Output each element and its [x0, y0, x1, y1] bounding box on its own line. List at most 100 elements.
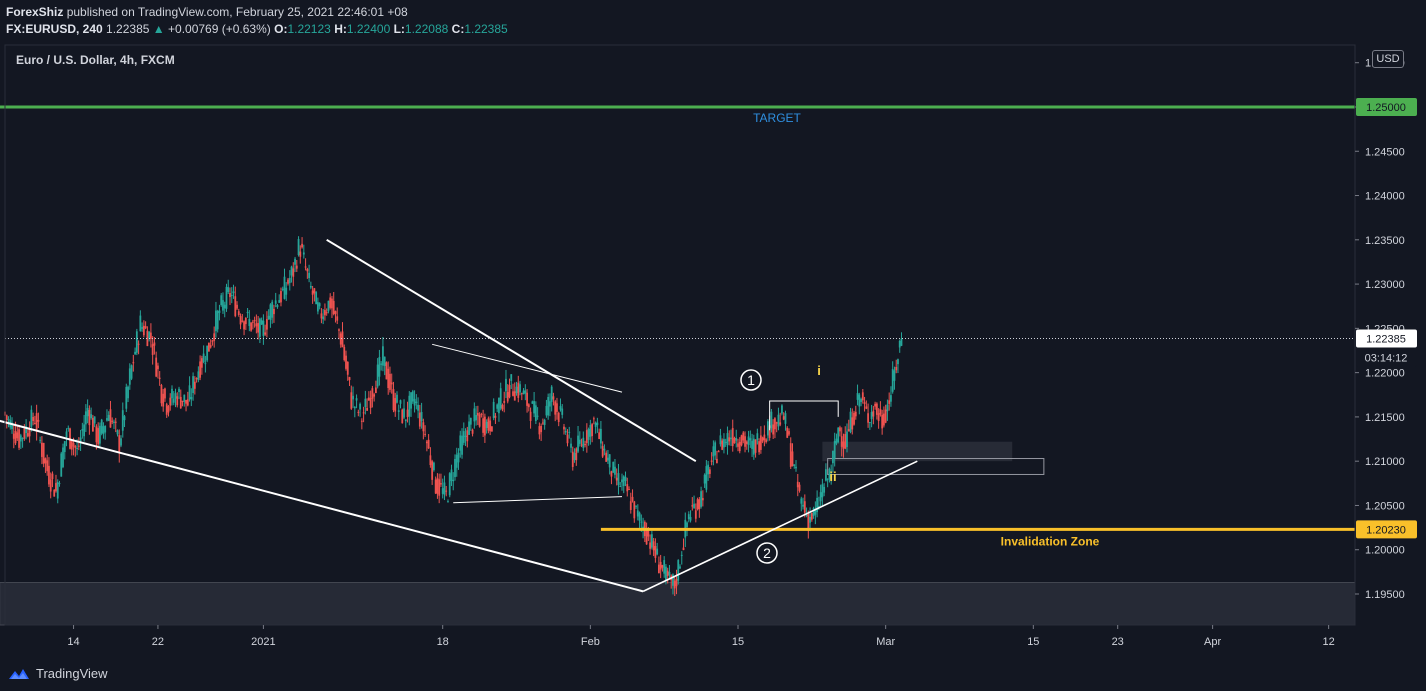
candle-body: [863, 402, 866, 404]
candle-body: [158, 377, 161, 379]
candle-body: [826, 479, 829, 481]
candle-body: [673, 580, 676, 589]
price-tick-label: 1.23500: [1365, 235, 1405, 247]
candle-body: [849, 411, 852, 433]
candle-body: [81, 428, 84, 431]
candle-body: [153, 342, 156, 346]
candle-body: [25, 426, 27, 434]
candle-body: [202, 353, 205, 363]
candle-body: [44, 458, 47, 464]
candle-body: [710, 460, 713, 462]
wave1-bracket: [769, 400, 839, 431]
candle-body: [360, 420, 363, 422]
price-tick-label: 1.22000: [1365, 368, 1405, 380]
candle-body: [120, 438, 122, 446]
candle-body: [315, 292, 318, 305]
candle-body: [747, 436, 750, 445]
candle-body: [761, 437, 764, 442]
candle-body: [691, 505, 694, 507]
candle-body: [316, 302, 319, 312]
candle-body: [781, 405, 783, 414]
candle-body: [271, 301, 274, 318]
candle-body: [413, 398, 416, 406]
candle-body: [540, 426, 543, 433]
price-tick-label: 1.24500: [1365, 146, 1405, 158]
candle-body: [297, 239, 300, 256]
candle-body: [53, 489, 56, 497]
candle-body: [891, 369, 894, 392]
candle-body: [570, 443, 572, 448]
candle-body: [735, 438, 738, 441]
candle-body: [308, 272, 311, 279]
candle-body: [93, 416, 96, 424]
wedge-upper-line[interactable]: [326, 238, 697, 463]
candle-body: [241, 320, 244, 322]
candle-body: [645, 528, 648, 545]
candle-body: [733, 437, 736, 444]
candle-body: [148, 331, 151, 339]
candle-body: [125, 386, 128, 409]
candle-body: [16, 432, 19, 439]
candle-body: [482, 418, 485, 433]
candle-body: [865, 406, 868, 409]
candle-body: [232, 291, 235, 294]
candle-body: [636, 510, 639, 517]
candle-body: [269, 304, 272, 320]
candle-body: [369, 398, 372, 408]
candle-body: [680, 554, 683, 556]
candle-body: [425, 441, 428, 444]
candle-body: [345, 355, 347, 369]
tradingview-brand[interactable]: TradingView: [8, 666, 108, 681]
candle-body: [717, 451, 720, 453]
candle-body: [612, 461, 615, 473]
candle-body: [730, 437, 732, 440]
brand-text: TradingView: [36, 666, 108, 681]
publisher-name[interactable]: ForexShiz: [6, 5, 64, 19]
wave-2-label: 2: [763, 545, 771, 561]
candle-body: [135, 331, 138, 353]
candle-body: [494, 415, 497, 418]
candle-body: [610, 471, 613, 477]
symbol-label[interactable]: FX:EURUSD, 240: [6, 22, 103, 36]
triangle-bottom-line[interactable]: [453, 496, 623, 504]
candle-body: [350, 392, 353, 409]
candle-body: [362, 412, 365, 414]
candle-body: [677, 560, 680, 581]
candle-body: [172, 398, 175, 403]
demand-zone: [827, 458, 1045, 475]
candle-body: [366, 407, 369, 411]
invalidation-price-badge: 1.20230: [1366, 524, 1406, 536]
candle-body: [779, 422, 782, 425]
time-tick-label: Apr: [1204, 636, 1221, 648]
candle-body: [70, 440, 73, 450]
candle-body: [759, 435, 762, 450]
candle-body: [512, 391, 514, 396]
candle-body: [705, 466, 708, 490]
time-tick-label: 23: [1112, 636, 1124, 648]
candle-body: [176, 396, 179, 406]
candle-body: [32, 417, 35, 421]
candle-body: [821, 484, 824, 498]
candle-body: [285, 287, 288, 295]
candle-body: [837, 427, 840, 443]
uptrend-line[interactable]: [642, 460, 918, 593]
wedge-lower-line[interactable]: [0, 412, 644, 593]
currency-badge[interactable]: USD: [1372, 50, 1404, 68]
candle-body: [635, 505, 637, 507]
candle-body: [404, 419, 407, 422]
tradingview-logo-icon: [9, 668, 29, 679]
candle-body: [353, 406, 356, 409]
candle-body: [248, 318, 251, 326]
candle-body: [501, 404, 504, 410]
triangle-top-line[interactable]: [432, 343, 623, 393]
candle-body: [888, 400, 891, 404]
candle-body: [557, 412, 560, 423]
candle-body: [461, 435, 463, 455]
candle-body: [696, 499, 699, 510]
chart-area[interactable]: TARGET Invalidation Zone 1 2 i ii 1.19500 1.20…: [0, 40, 1426, 660]
up-arrow-icon: ▲: [152, 22, 165, 36]
candle-body: [142, 325, 145, 336]
candle-body: [121, 410, 124, 431]
candle-body: [295, 265, 298, 269]
